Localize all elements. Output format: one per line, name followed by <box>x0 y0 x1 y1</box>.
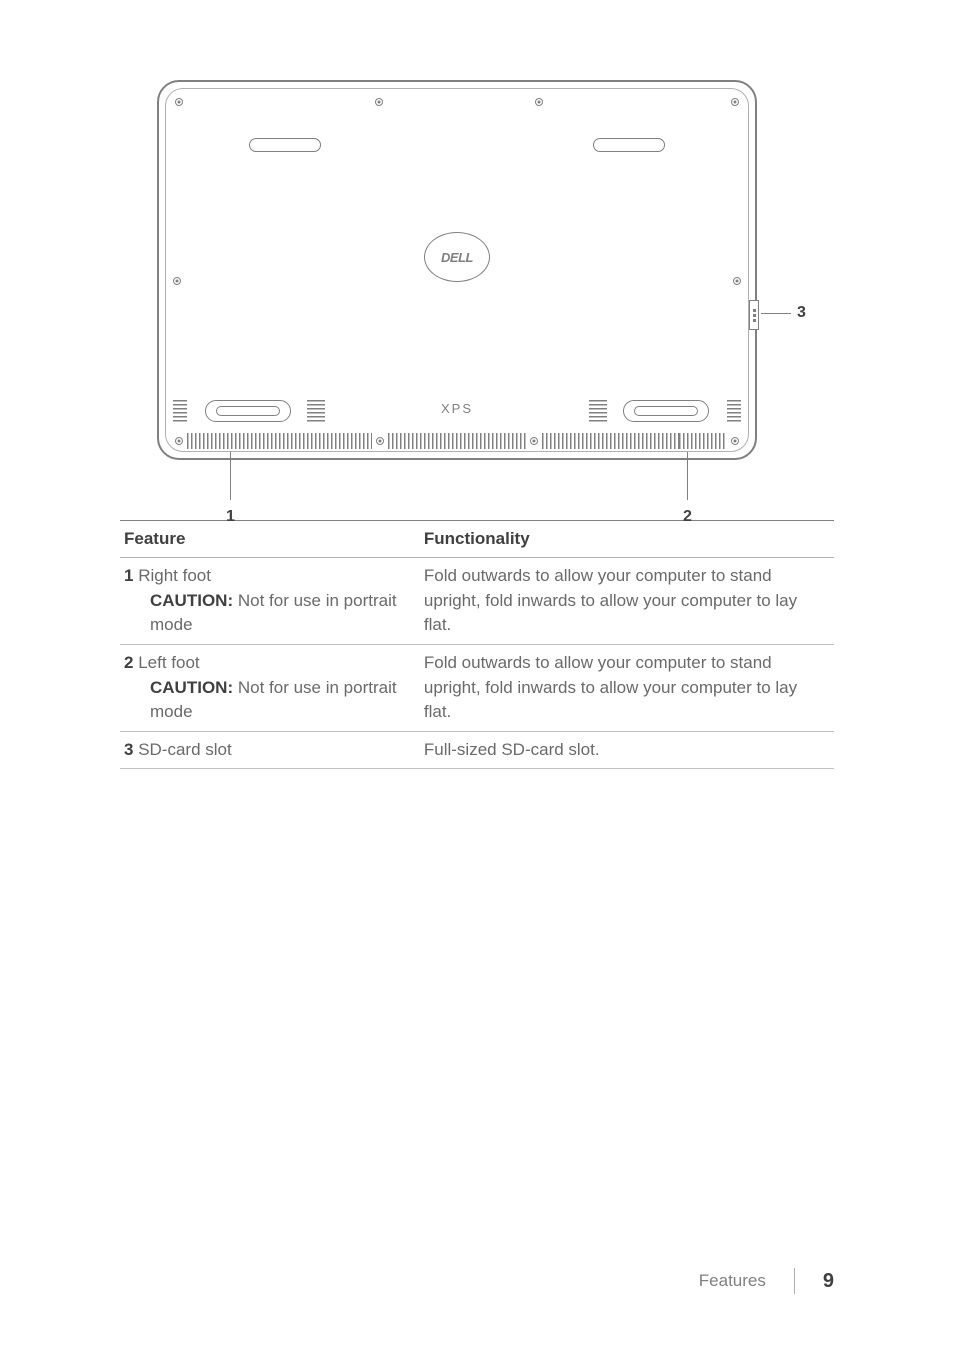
table-row: 1 Right footCAUTION: Not for use in port… <box>120 558 834 645</box>
col-feature: Feature <box>120 521 420 558</box>
device-diagram: DELL XPS <box>157 80 797 460</box>
page-footer: Features 9 <box>699 1268 834 1294</box>
row1-func: Fold outwards to allow your computer to … <box>420 558 834 645</box>
device-outline: DELL XPS <box>157 80 757 460</box>
table-row: 2 Left footCAUTION: Not for use in portr… <box>120 644 834 731</box>
callout-3: 3 <box>797 304 806 322</box>
table-header-row: Feature Functionality <box>120 521 834 558</box>
table-row: 3 SD-card slot Full-sized SD-card slot. <box>120 731 834 769</box>
footer-section: Features <box>699 1271 766 1291</box>
row2-func: Fold outwards to allow your computer to … <box>420 644 834 731</box>
col-functionality: Functionality <box>420 521 834 558</box>
row3-func: Full-sized SD-card slot. <box>420 731 834 769</box>
xps-label: XPS <box>441 401 473 416</box>
sd-card-slot-diagram <box>749 300 759 330</box>
right-foot-diagram <box>193 396 303 426</box>
features-table: Feature Functionality 1 Right footCAUTIO… <box>120 520 834 769</box>
dell-logo: DELL <box>424 232 490 282</box>
left-foot-diagram <box>611 396 721 426</box>
footer-page-number: 9 <box>823 1270 834 1293</box>
bottom-vent <box>171 432 743 450</box>
